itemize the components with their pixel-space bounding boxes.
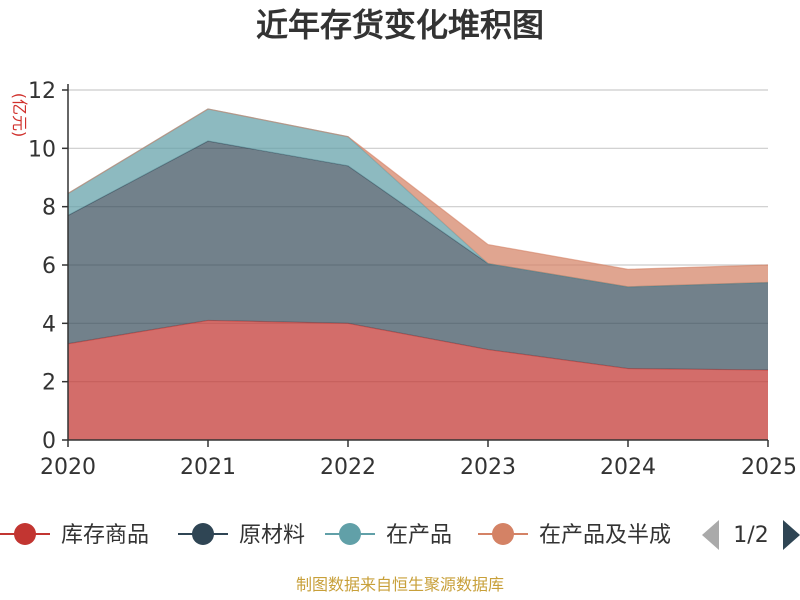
y-tick-label: 10 <box>28 137 56 162</box>
legend-marker-icon <box>492 523 514 545</box>
x-tick-label: 2025 <box>741 455 797 480</box>
axes: 0 2 4 6 8 10 12 2020 2021 2022 2023 2024 2025 <box>28 79 797 480</box>
x-tick-label: 2021 <box>180 455 236 480</box>
x-tick-label: 2022 <box>320 455 376 480</box>
x-tick-label: 2024 <box>600 455 656 480</box>
legend-label: 在产品及半成 <box>539 523 671 548</box>
x-tick-label: 2020 <box>40 455 96 480</box>
legend: 库存商品 原材料 在产品 在产品及半成 <box>0 523 671 548</box>
y-tick-label: 4 <box>42 312 56 337</box>
area-series-1 <box>68 320 768 440</box>
legend-prev-page-icon[interactable] <box>702 520 719 550</box>
y-tick-label: 6 <box>42 254 56 279</box>
legend-pager: 1/2 <box>702 520 800 550</box>
legend-item[interactable]: 原材料 <box>178 523 305 548</box>
legend-label: 在产品 <box>386 523 452 548</box>
y-tick-label: 8 <box>42 196 56 221</box>
y-tick-label: 0 <box>42 429 56 454</box>
y-tick-label: 12 <box>28 79 56 104</box>
legend-item[interactable]: 在产品 <box>325 523 452 548</box>
legend-item[interactable]: 库存商品 <box>0 523 149 548</box>
legend-label: 原材料 <box>239 523 305 548</box>
chart-title: 近年存货变化堆积图 <box>256 6 544 44</box>
legend-marker-icon <box>339 523 361 545</box>
y-axis-unit-label: (亿元) <box>10 93 29 138</box>
data-source-note: 制图数据来自恒生聚源数据库 <box>296 575 504 594</box>
legend-next-page-icon[interactable] <box>783 520 800 550</box>
legend-marker-icon <box>192 523 214 545</box>
legend-label: 库存商品 <box>61 523 149 548</box>
x-tick-label: 2023 <box>460 455 516 480</box>
legend-marker-icon <box>14 523 36 545</box>
legend-page-indicator: 1/2 <box>733 523 768 548</box>
area-series-2 <box>68 141 768 370</box>
area-series-4 <box>68 108 768 287</box>
legend-item[interactable]: 在产品及半成 <box>478 523 671 548</box>
area-series-4-line <box>67 108 769 270</box>
y-tick-label: 2 <box>42 371 56 396</box>
area-series-group <box>67 108 769 440</box>
